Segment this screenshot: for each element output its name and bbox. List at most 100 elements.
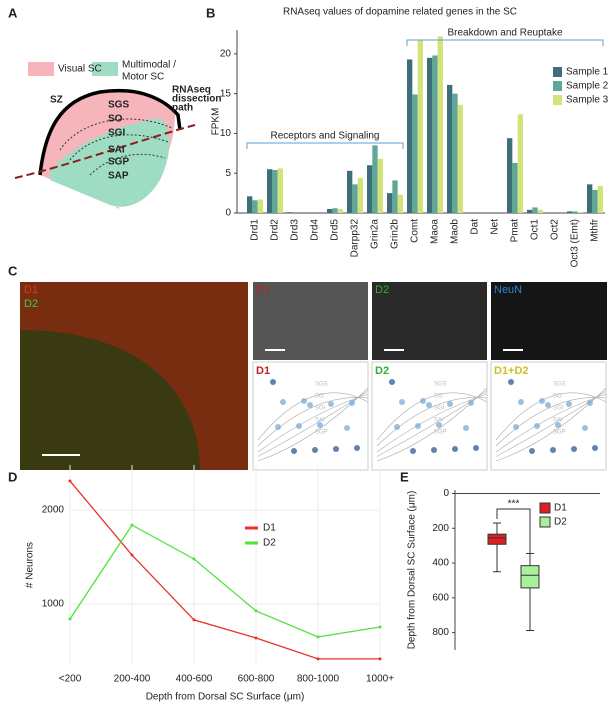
x-tick-label: Drd5 <box>330 219 341 241</box>
panel-letter: A <box>8 5 18 20</box>
x-tick-label: Pmat <box>510 219 521 243</box>
layer-line <box>89 153 166 176</box>
bracket-label: Receptors and Signaling <box>271 131 380 142</box>
x-tick-label: 600-800 <box>238 674 275 685</box>
map-layer-label: SGI <box>315 406 326 412</box>
diagram-label: SZ <box>50 95 63 106</box>
bar <box>597 185 603 213</box>
panel-letter: B <box>206 5 215 20</box>
bracket-label: Breakdown and Reuptake <box>447 28 563 39</box>
x-tick-label: Darpp32 <box>350 219 361 258</box>
legend-label: Sample 1 <box>566 67 609 78</box>
map-background <box>490 361 607 471</box>
map-layer-label: SGS <box>315 382 328 388</box>
bar <box>537 209 543 213</box>
map-layer-label: SGP <box>434 430 447 436</box>
legend-swatch <box>553 67 562 77</box>
image-label: D2 <box>24 298 38 310</box>
image-label: D1 <box>256 284 270 296</box>
map-layer <box>376 397 488 447</box>
y-tick-label: 0 <box>225 208 231 219</box>
map-cell <box>354 445 360 451</box>
map-cell <box>555 422 561 428</box>
x-tick-label: 1000+ <box>366 674 394 685</box>
y-tick-label: 1000 <box>42 599 65 610</box>
legend-swatch <box>539 516 551 528</box>
x-tick-label: Net <box>490 219 501 235</box>
image <box>372 282 487 360</box>
map-layer <box>495 397 607 447</box>
bar <box>507 138 513 213</box>
map-cell <box>592 445 598 451</box>
image <box>491 282 607 360</box>
panel-letter: C <box>8 263 18 278</box>
bracket <box>406 39 604 46</box>
line <box>69 524 381 638</box>
diagram-label: RNAseq <box>172 85 211 96</box>
map-cell <box>317 422 323 428</box>
diagram-label: SGS <box>108 100 129 111</box>
point <box>316 635 320 639</box>
bar <box>332 208 338 213</box>
map-cell <box>312 447 318 453</box>
map-cell <box>389 379 395 385</box>
x-tick-label: Dat <box>470 219 481 235</box>
bar <box>417 40 423 214</box>
map-cell <box>270 379 276 385</box>
map-cell <box>394 424 400 430</box>
image-region <box>20 282 248 470</box>
x-tick-label: Maoa <box>430 219 441 244</box>
diagram-label: path <box>172 103 193 114</box>
significance-bracket <box>496 508 531 554</box>
point <box>130 553 134 557</box>
map-layer-label: SGP <box>553 430 566 436</box>
bar <box>357 177 363 213</box>
y-tick-label: 5 <box>225 168 231 179</box>
map-cell <box>463 425 469 431</box>
x-tick-label: Maob <box>450 219 461 244</box>
bracket <box>246 142 404 149</box>
map-cell <box>280 399 286 405</box>
legend-label: D2 <box>263 538 276 549</box>
map-cell <box>426 402 432 408</box>
map-cell <box>410 448 416 454</box>
map-cell <box>587 400 593 406</box>
bar <box>447 84 453 214</box>
bar <box>367 165 373 213</box>
map-layer-label: SGP <box>315 430 328 436</box>
bar <box>437 36 443 213</box>
legend-label: D2 <box>554 517 567 528</box>
bar <box>372 145 378 213</box>
map-layer <box>495 387 607 462</box>
bar <box>252 200 258 213</box>
diagram: Visual SC Multimodal / Motor SC SZ SGS S… <box>14 60 221 209</box>
map-layer <box>495 392 607 441</box>
map-label: D2 <box>375 365 389 377</box>
map-cell <box>566 401 572 407</box>
point <box>254 609 258 613</box>
map-cell <box>333 446 339 452</box>
box <box>520 565 540 589</box>
bar <box>277 168 283 213</box>
bar <box>577 212 583 213</box>
map-layer <box>257 390 369 457</box>
map-layer-label: SO <box>434 394 443 400</box>
map-layer-label: SAI <box>434 418 444 424</box>
map-cell <box>545 402 551 408</box>
x-tick-label: <200 <box>59 674 82 685</box>
y-tick-label: 800 <box>432 627 449 638</box>
legend-swatch <box>28 62 54 76</box>
map-cell <box>275 424 281 430</box>
diagram-label: Motor SC <box>122 72 164 83</box>
bar <box>572 211 578 213</box>
bar <box>457 104 463 213</box>
y-tick-label: 20 <box>220 49 232 60</box>
legend-label: D1 <box>263 523 276 534</box>
map-layer <box>257 392 369 441</box>
image-label: NeuN <box>494 284 522 296</box>
bar <box>527 209 533 213</box>
map-layer-label: SAI <box>315 418 325 424</box>
map-layer <box>495 390 607 457</box>
bar <box>427 57 433 213</box>
bar <box>412 94 418 213</box>
